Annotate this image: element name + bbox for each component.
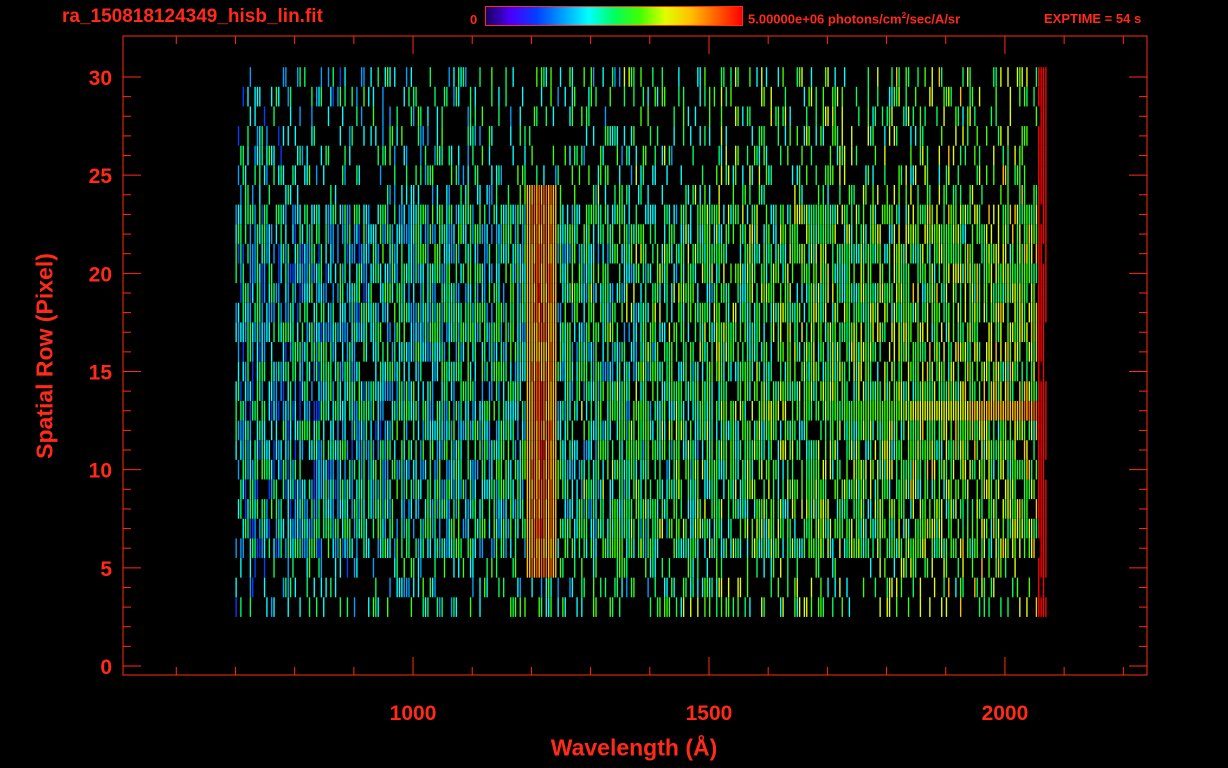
heatmap-cells: [235, 67, 1047, 617]
y-axis-label: Spatial Row (Pixel): [31, 253, 58, 459]
colorbar-max-label: 5.00000e+06 photons/cm2/sec/A/sr: [748, 11, 960, 26]
y-tick-label: 5: [100, 558, 112, 581]
colorbar-min-label: 0: [470, 12, 478, 27]
y-tick-label: 20: [89, 263, 112, 286]
y-tick-label: 25: [89, 165, 113, 188]
x-tick-label: 1500: [686, 702, 733, 725]
y-tick-label: 10: [89, 460, 112, 483]
y-tick-label: 30: [89, 67, 112, 90]
colorbar-max-value: 5.00000e+06 photons/cm: [748, 11, 902, 27]
plot-frame: [122, 35, 1148, 676]
colorbar-unit-suffix: /sec/A/sr: [906, 11, 961, 27]
y-tick-label: 0: [100, 656, 112, 679]
colorbar: [485, 6, 743, 26]
colorbar-unit-exponent: 2: [901, 11, 907, 20]
x-axis-label: Wavelength (Å): [550, 734, 718, 761]
y-tick-label: 15: [89, 362, 113, 385]
x-tick-label: 2000: [982, 702, 1029, 725]
x-tick-label: 1000: [390, 702, 437, 725]
file-title: ra_150818124349_hisb_lin.fit: [62, 6, 323, 27]
exposure-time-label: EXPTIME = 54 s: [1044, 11, 1142, 26]
axis-ticks: 1000 1500 2000 0 5 10 15 20 25 30: [89, 36, 1147, 725]
